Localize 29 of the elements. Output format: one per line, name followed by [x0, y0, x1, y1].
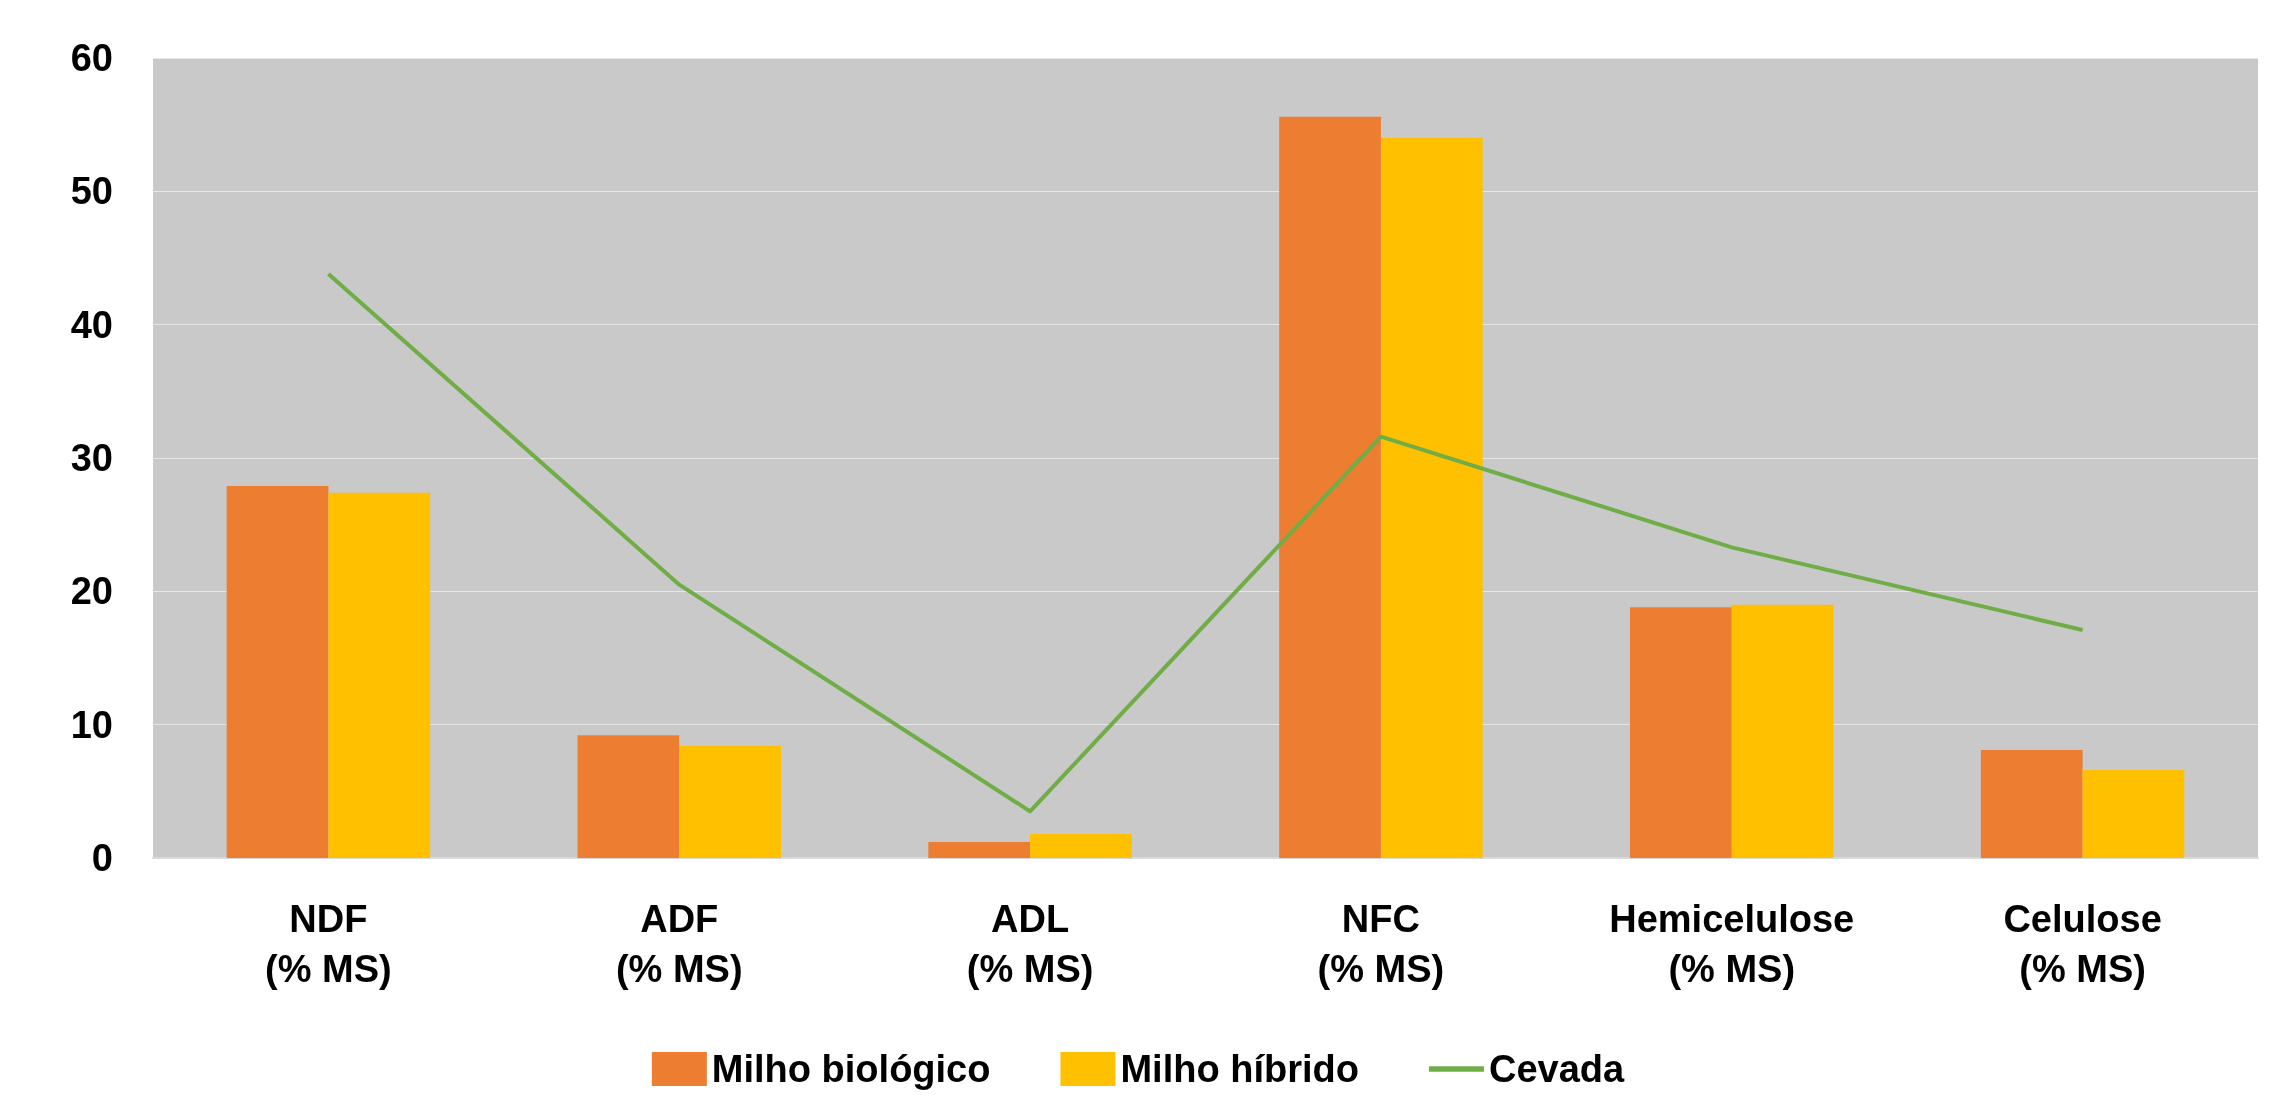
bar — [2082, 770, 2185, 858]
bar — [928, 842, 1031, 858]
bar — [1630, 607, 1732, 858]
y-tick-label: 20 — [70, 570, 113, 613]
bar — [1030, 834, 1132, 858]
y-tick-label: 60 — [70, 37, 113, 79]
x-tick-label: ADF (% MS) — [615, 898, 743, 990]
bar — [1279, 116, 1381, 858]
x-tick-label: NDF (% MS) — [265, 898, 392, 990]
y-tick-label: 50 — [70, 170, 113, 213]
bar — [1980, 750, 2083, 858]
legend-label: Cevada — [1488, 1048, 1626, 1090]
bar — [226, 486, 329, 858]
bar — [1380, 138, 1483, 858]
bar — [577, 735, 680, 858]
legend-label: Milho biológico — [711, 1048, 991, 1090]
y-tick-label: 0 — [91, 837, 113, 879]
line-series — [326, 272, 2085, 814]
y-tick-label: 10 — [70, 703, 113, 746]
x-tick-label: ADL (% MS) — [966, 898, 1094, 990]
x-tick-label: NFC (% MS) — [1317, 898, 1445, 990]
legend-label: Milho híbrido — [1120, 1048, 1359, 1090]
y-tick-label: 40 — [70, 303, 113, 346]
y-tick-label: 30 — [70, 437, 113, 479]
x-tick-label: Celulose (% MS) — [2003, 898, 2162, 990]
bar — [328, 492, 431, 858]
bar — [1731, 604, 1834, 858]
x-tick-label: Hemicelulose (% MS) — [1609, 898, 1855, 990]
bar — [679, 746, 781, 858]
